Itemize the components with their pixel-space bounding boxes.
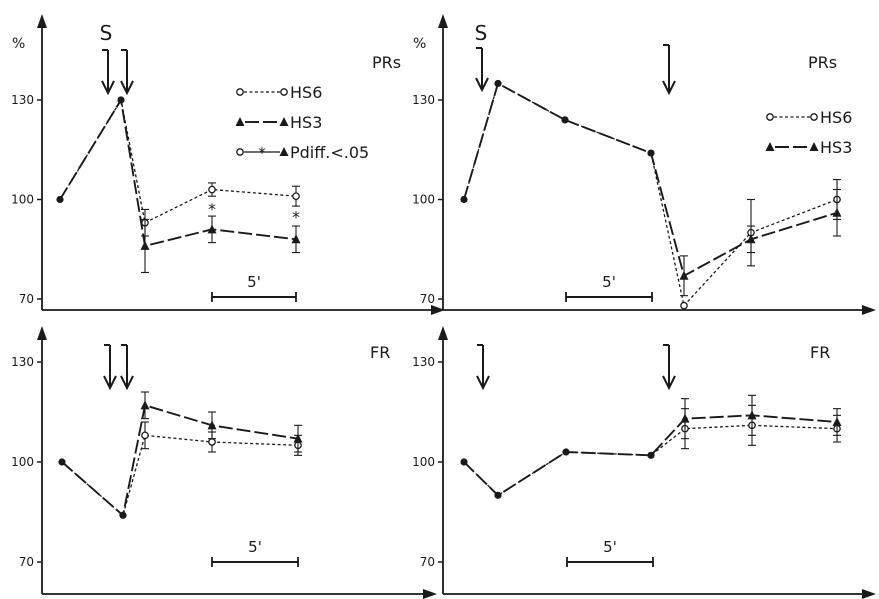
legend-item-2: HS3	[235, 113, 322, 132]
y-tick-label: 100	[11, 455, 34, 469]
legend-marker	[279, 117, 289, 126]
scale-bar-label: 5'	[603, 538, 617, 556]
data-point-hs3	[679, 270, 689, 280]
legend-item-1: HS6	[236, 83, 322, 102]
legend-marker	[235, 117, 245, 126]
data-point-hs3	[832, 417, 842, 426]
legend-label: Pdiff.<.05	[290, 143, 369, 162]
legend-label: HS3	[290, 113, 322, 132]
data-point-hs6	[680, 301, 688, 310]
chart-panel-4: 130 100 70 FR 5'	[412, 326, 876, 599]
data-point-hs6	[292, 192, 300, 201]
y-unit-label: %	[12, 36, 25, 52]
chart-panel-2: 130 100 70% PRs S 5' HS6 HS3	[412, 14, 876, 315]
data-point-hs6	[141, 431, 149, 440]
y-tick-label: 100	[11, 193, 34, 207]
data-point-hs3	[680, 413, 690, 423]
data-point-hs3	[832, 207, 842, 217]
data-point-hs6	[208, 185, 216, 194]
x-axis-arrow	[862, 589, 876, 599]
stimulus-arrow-1-head	[475, 77, 489, 93]
series-line-hs3	[59, 97, 297, 248]
data-point-hs3	[293, 433, 303, 443]
y-tick-label: 100	[412, 455, 435, 469]
series-line-hs3	[463, 82, 838, 278]
stimulus-arrow-2-head	[120, 375, 134, 391]
y-tick-label: 100	[412, 193, 435, 207]
legend-label: HS6	[290, 83, 322, 102]
panel-label: FR	[810, 343, 830, 362]
legend-label: HS6	[820, 108, 852, 127]
stimulus-arrow-1-head	[101, 80, 115, 96]
legend-marker	[236, 88, 244, 96]
panel-label: FR	[370, 343, 390, 362]
y-tick-label: 70	[19, 292, 34, 306]
legend-item-2: HS3	[765, 138, 852, 157]
legend-asterisk: *	[258, 144, 266, 162]
legend-item-3: * Pdiff.<.05	[236, 143, 369, 162]
chart-panel-3: 130 100 70 FR 5'	[11, 326, 437, 599]
series-line-hs6	[61, 434, 299, 517]
legend-marker	[279, 147, 289, 156]
data-point-hs3	[140, 400, 150, 410]
legend-marker	[236, 148, 244, 156]
y-unit-label: %	[413, 36, 426, 52]
data-point-hs3	[747, 410, 757, 420]
x-axis-arrow	[423, 589, 437, 599]
data-point-hs3	[140, 240, 150, 250]
stimulus-arrow-2-head	[120, 80, 134, 96]
y-tick-label: 130	[11, 93, 34, 107]
legend-marker	[280, 88, 288, 96]
panel-label: PRs	[372, 53, 401, 72]
scale-bar-label: 5'	[248, 538, 262, 556]
series-line-hs3	[61, 404, 299, 518]
legend-marker	[810, 113, 818, 121]
y-tick-label: 130	[11, 355, 34, 369]
legend-marker	[809, 142, 819, 151]
stimulus-arrow-1-head	[476, 375, 490, 391]
x-axis-arrow	[431, 305, 445, 315]
legend-marker	[765, 142, 775, 151]
scale-bar-label: 5'	[602, 273, 616, 291]
y-tick-label: 70	[19, 555, 34, 569]
stimulus-arrow-2-head	[662, 375, 676, 391]
y-axis-arrow	[37, 326, 47, 340]
stimulus-label: S	[475, 21, 488, 45]
data-point-hs6	[208, 438, 216, 446]
significance-asterisk: *	[292, 208, 300, 227]
y-axis-arrow	[37, 14, 47, 28]
data-point-hs3	[746, 234, 756, 244]
stimulus-arrow-2-head	[662, 80, 676, 96]
panel-label: PRs	[808, 53, 837, 72]
data-point-hs3	[207, 420, 217, 430]
y-axis-arrow	[438, 14, 448, 28]
y-tick-label: 130	[412, 93, 435, 107]
y-tick-label: 130	[412, 355, 435, 369]
x-axis-arrow	[862, 305, 876, 315]
y-tick-label: 70	[420, 555, 435, 569]
y-tick-label: 70	[420, 292, 435, 306]
legend-item-1: HS6	[766, 108, 852, 127]
legend-marker	[766, 113, 774, 121]
chart-panel-1: 130 100 70% PRs S 5' * * HS6 HS3 * Pdiff.<.05	[11, 14, 445, 315]
data-point-shared	[647, 451, 655, 459]
y-axis-arrow	[438, 326, 448, 340]
legend-label: HS3	[820, 138, 852, 157]
series-line-hs6	[463, 424, 838, 497]
data-point-shared	[561, 116, 569, 124]
data-point-hs3	[291, 234, 301, 244]
significance-asterisk: *	[208, 199, 216, 218]
stimulus-arrow-1-head	[103, 375, 117, 391]
stimulus-label: S	[100, 21, 113, 45]
data-point-hs3	[207, 224, 217, 234]
scale-bar-label: 5'	[247, 273, 261, 291]
